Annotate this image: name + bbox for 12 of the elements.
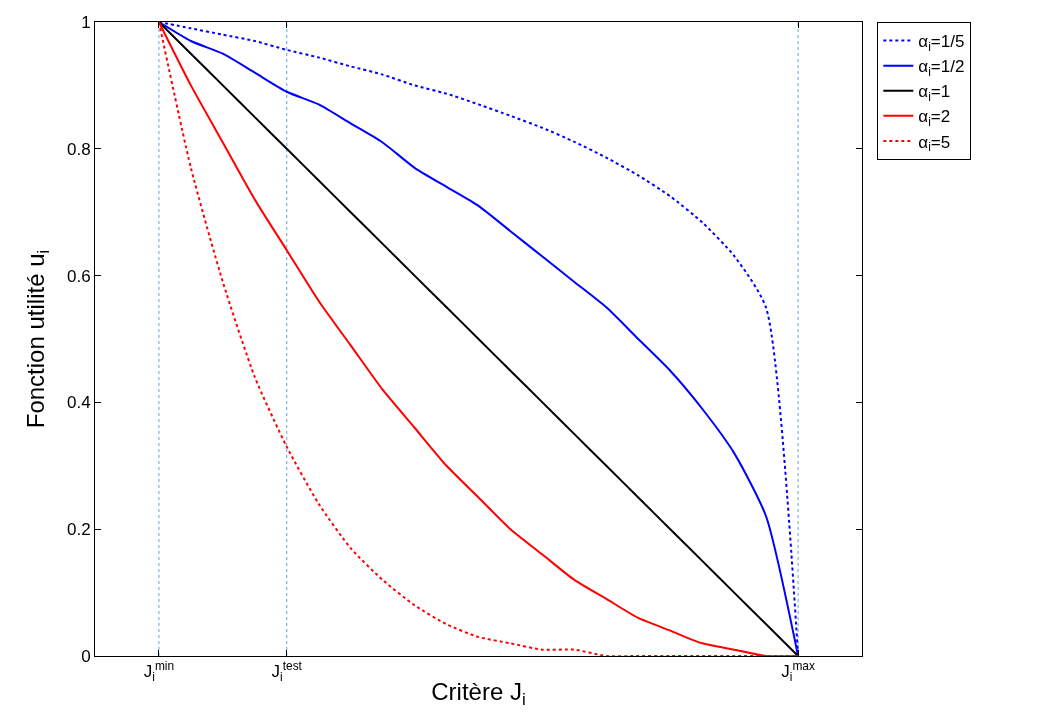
y-tick-label: 0.6 — [66, 266, 91, 286]
y-tick-label: 0.2 — [66, 520, 91, 540]
legend-label: α$_{i}$=1 — [918, 82, 951, 104]
x-axis-title: Critère J$_{i}$ — [431, 678, 526, 710]
y-tick-label: 0 — [81, 646, 91, 666]
legend-label: α$_{i}$=1/2 — [918, 57, 965, 79]
legend-label: α$_{i}$=1/5 — [918, 32, 965, 54]
y-tick-label: 0.4 — [66, 393, 91, 413]
y-tick-label: 0.8 — [66, 139, 91, 159]
y-tick-label: 1 — [81, 12, 91, 32]
legend-label: α$_{i}$=2 — [918, 107, 951, 130]
legend-label: α$_{i}$=5 — [918, 132, 951, 155]
